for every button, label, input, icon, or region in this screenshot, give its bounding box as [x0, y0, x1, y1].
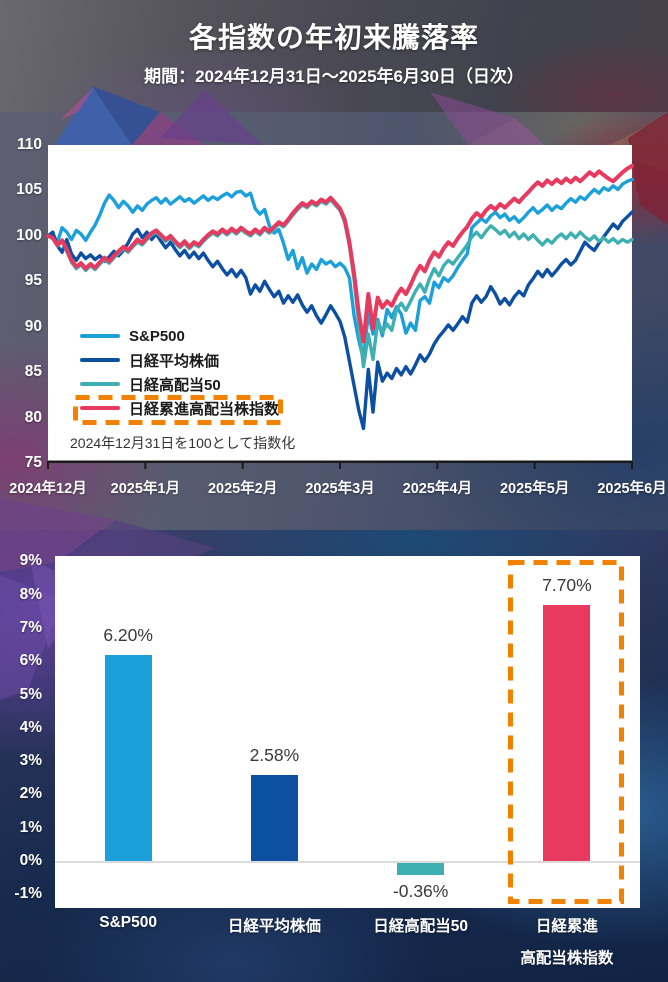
legend-swatch: [80, 382, 120, 386]
bar-highlight-box: [508, 560, 624, 904]
x-tick-label: 2025年5月: [499, 481, 570, 497]
y-tick-label: 105: [16, 181, 42, 199]
series-line-日経平均株価: [46, 210, 634, 431]
series-line-日経累進高配当株指数: [46, 163, 634, 344]
legend-swatch: [80, 358, 120, 362]
line-chart-plot: [46, 163, 634, 469]
y-tick-label: 85: [24, 363, 42, 381]
bar-日経平均株価: [250, 775, 298, 861]
category-label-日経平均株価: 日経平均株価: [227, 918, 321, 935]
x-tick-label: 2025年2月: [207, 481, 278, 497]
x-tick-label: 2025年4月: [402, 481, 472, 497]
y-tick-label: 95: [24, 272, 42, 290]
header: 各指数の年初来騰落率 期間：2024年12月31日～2025年6月30日（日次）: [0, 0, 668, 87]
y-tick-label: 75: [24, 454, 42, 471]
bar-value-label: -0.36%: [392, 880, 449, 901]
bar-y-tick-label: 6%: [19, 652, 42, 670]
legend-swatch: [80, 334, 120, 338]
legend-label: 日経平均株価: [129, 352, 220, 370]
category-label-S&P500: S&P500: [99, 914, 157, 931]
bar-S&P500: [104, 654, 152, 861]
x-tick-label: 2025年1月: [110, 481, 180, 497]
bar-value-label: 7.70%: [542, 574, 592, 595]
legend-item-日経高配当50: 日経高配当50: [80, 372, 279, 396]
bar-y-tick-label: -1%: [14, 885, 42, 903]
bar-y-tick-label: 3%: [19, 752, 42, 770]
legend-label: 日経高配当50: [129, 376, 221, 394]
bar-y-tick-label: 7%: [19, 618, 42, 636]
y-tick-label: 110: [16, 136, 42, 153]
zero-line: [55, 861, 640, 863]
bar-y-tick-label: 4%: [19, 718, 42, 736]
bar-chart-panel: 6.20% 2.58% -0.36% 7.70%: [55, 556, 640, 908]
line-chart-panel: S&P500 日経平均株価 日経高配当50 日経累進高配当株指数 2024年12月31…: [46, 145, 634, 469]
legend-item-日経累進高配当株指数: 日経累進高配当株指数: [80, 396, 279, 420]
legend-item-日経平均株価: 日経平均株価: [80, 348, 279, 372]
x-tick-label: 2025年6月: [597, 481, 667, 497]
bar-value-label: 6.20%: [103, 624, 153, 645]
bar-y-tick-label: 8%: [19, 585, 42, 603]
bar-y-tick-label: 0%: [19, 852, 42, 869]
bar-日経累進高配当株指数: [543, 604, 591, 861]
bar-y-tick-label: 9%: [19, 552, 42, 570]
x-tick-label: 2024年12月: [9, 481, 87, 497]
bar-日経高配当50: [397, 863, 445, 875]
bar-value-label: 2.58%: [249, 745, 300, 766]
legend-swatch: [80, 406, 120, 410]
legend-label: 日経累進高配当株指数: [129, 400, 280, 418]
x-tick-label: 2025年3月: [305, 481, 375, 497]
category-label-日経累進高配当株指数: 高配当株指数: [520, 950, 614, 967]
y-tick-label: 100: [16, 226, 42, 244]
bar-y-tick-label: 5%: [19, 685, 42, 703]
page-title: 各指数の年初来騰落率: [188, 22, 479, 53]
legend-item-S&P500: S&P500: [80, 324, 279, 348]
y-tick-label: 80: [24, 408, 42, 426]
category-label-日経累進高配当株指数: 日経累進: [535, 918, 598, 935]
period-subtitle: 期間：2024年12月31日～2025年6月30日（日次）: [144, 67, 524, 86]
legend-highlight-box: [73, 395, 283, 425]
category-label-日経高配当50: 日経高配当50: [373, 918, 468, 935]
bar-y-tick-label: 2%: [19, 785, 42, 803]
bar-y-tick-label: 1%: [19, 818, 42, 836]
index-base-note: 2024年12月31日を100として指数化: [70, 435, 296, 451]
line-chart-legend: S&P500 日経平均株価 日経高配当50 日経累進高配当株指数: [80, 324, 279, 420]
y-tick-label: 90: [24, 317, 42, 335]
series-line-S&P500: [46, 177, 634, 362]
legend-label: S&P500: [129, 327, 185, 345]
